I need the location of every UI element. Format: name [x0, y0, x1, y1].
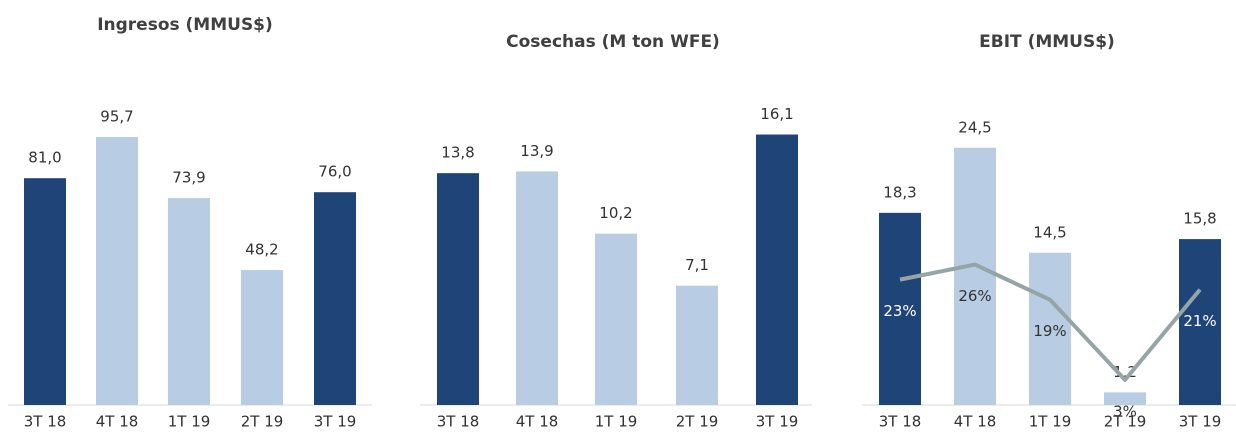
chart-title: EBIT (MMUS$) — [979, 32, 1115, 52]
x-tick-label: 3T 19 — [1179, 413, 1222, 431]
bar — [96, 137, 138, 406]
value-label: 81,0 — [28, 149, 61, 167]
margin-line — [899, 262, 1202, 382]
bar — [1179, 239, 1221, 405]
value-label: 13,9 — [520, 142, 553, 160]
margin-label: 19% — [1033, 322, 1066, 340]
bar — [437, 173, 479, 405]
x-tick-label: 3T 18 — [879, 413, 922, 431]
x-tick-label: 2T 19 — [1104, 413, 1147, 431]
bar — [954, 147, 996, 405]
bar — [879, 212, 921, 405]
bar — [314, 192, 356, 405]
x-tick-label: 2T 19 — [241, 413, 284, 431]
margin-label: 21% — [1183, 312, 1216, 330]
bar — [676, 285, 718, 405]
value-label: 48,2 — [245, 241, 278, 259]
value-label: 76,0 — [318, 163, 351, 181]
chart-title: Ingresos (MMUS$) — [97, 15, 273, 35]
bar — [241, 270, 283, 405]
value-label: 24,5 — [958, 118, 991, 136]
x-tick-label: 3T 18 — [24, 413, 67, 431]
bar — [516, 171, 558, 405]
value-label: 95,7 — [100, 108, 133, 126]
x-tick-label: 3T 19 — [314, 413, 357, 431]
bar — [168, 198, 210, 405]
value-label: 16,1 — [760, 105, 793, 123]
value-label: 10,2 — [599, 204, 632, 222]
value-label: 13,8 — [441, 144, 474, 162]
value-label: 73,9 — [172, 169, 205, 187]
x-tick-label: 3T 18 — [437, 413, 480, 431]
value-label: 18,3 — [883, 183, 916, 201]
bar — [595, 233, 637, 405]
x-tick-label: 3T 19 — [756, 413, 799, 431]
bar — [24, 178, 66, 405]
bar — [756, 134, 798, 405]
margin-label: 23% — [883, 302, 916, 320]
x-tick-label: 2T 19 — [676, 413, 719, 431]
value-label: 15,8 — [1183, 210, 1216, 228]
margin-label: 3% — [1113, 402, 1137, 420]
chart-title: Cosechas (M ton WFE) — [506, 32, 720, 52]
x-tick-label: 1T 19 — [595, 413, 638, 431]
x-tick-label: 4T 18 — [954, 413, 997, 431]
x-tick-label: 4T 18 — [96, 413, 139, 431]
x-tick-label: 4T 18 — [516, 413, 559, 431]
value-label: 7,1 — [685, 256, 709, 274]
value-label: 14,5 — [1033, 223, 1066, 241]
bar — [1104, 392, 1146, 405]
x-tick-label: 1T 19 — [1029, 413, 1072, 431]
bar — [1029, 252, 1071, 405]
x-tick-label: 1T 19 — [168, 413, 211, 431]
margin-label: 26% — [958, 287, 991, 305]
